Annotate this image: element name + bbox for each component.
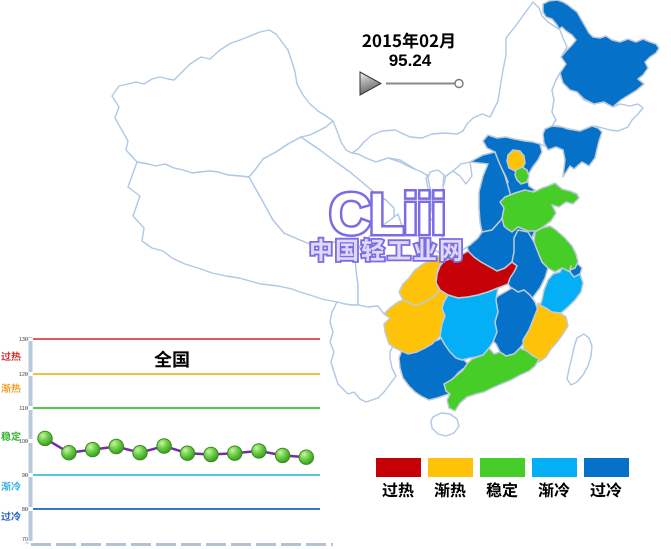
svg-text:120: 120 (19, 372, 28, 378)
svg-text:80: 80 (22, 507, 28, 513)
svg-text:110: 110 (19, 406, 28, 412)
svg-text:100: 100 (19, 439, 28, 445)
svg-text:70: 70 (22, 537, 28, 543)
svg-text:95.24: 95.24 (389, 51, 432, 70)
svg-text:130: 130 (19, 337, 28, 343)
svg-text:CLiii: CLiii (329, 182, 445, 247)
svg-text:90: 90 (22, 473, 28, 479)
